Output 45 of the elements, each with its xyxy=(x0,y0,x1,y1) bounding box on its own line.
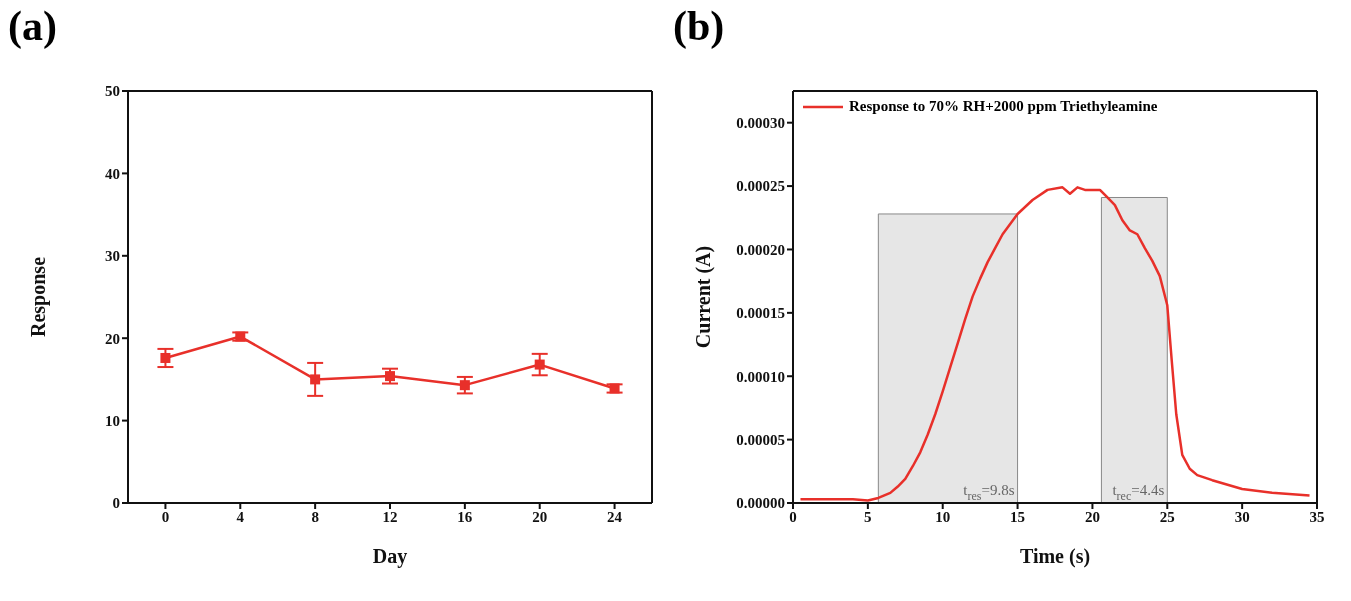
y-axis-title: Current (A) xyxy=(692,245,716,349)
y-tick-label: 0.00005 xyxy=(736,431,785,448)
x-tick-label: 12 xyxy=(382,508,398,525)
point xyxy=(609,383,620,394)
x-tick-label: 0 xyxy=(789,508,797,525)
text: (a) xyxy=(8,2,57,50)
legend-label: Response to 70% RH+2000 ppm Triethyleamine xyxy=(849,98,1158,115)
y-tick-label: 0.00020 xyxy=(736,241,785,258)
point xyxy=(310,374,321,385)
point xyxy=(160,352,171,363)
y-tick-label: 0.00030 xyxy=(736,115,785,132)
y-tick-label: 0.00025 xyxy=(736,178,785,195)
x-axis-title: Day xyxy=(372,545,408,568)
text: (b) xyxy=(673,2,725,50)
y-tick-label: 0 xyxy=(112,495,120,512)
x-tick-label: 15 xyxy=(1010,508,1026,525)
x-tick-label: 0 xyxy=(161,508,170,525)
point xyxy=(459,380,470,391)
x-tick-label: 35 xyxy=(1309,508,1325,525)
y-tick-label: 30 xyxy=(105,248,120,265)
band-label: t$_{rec}$=4.4s xyxy=(1112,482,1165,503)
x-tick-label: 8 xyxy=(311,508,319,525)
x-tick-label: 10 xyxy=(935,508,951,525)
x-tick-label: 20 xyxy=(1084,508,1100,525)
y-tick-label: 0.00015 xyxy=(736,305,785,322)
y-tick-label: 40 xyxy=(105,165,120,182)
x-axis-title: Time (s) xyxy=(1019,545,1091,568)
x-tick-label: 24 xyxy=(607,508,623,525)
point xyxy=(534,359,545,370)
y-tick-label: 0.00000 xyxy=(736,495,785,512)
point xyxy=(235,331,246,342)
x-tick-label: 16 xyxy=(457,508,473,525)
x-tick-label: 4 xyxy=(236,508,245,525)
x-tick-label: 5 xyxy=(864,508,872,525)
x-tick-label: 30 xyxy=(1234,508,1250,525)
x-tick-label: 25 xyxy=(1159,508,1175,525)
y-tick-label: 10 xyxy=(105,412,120,429)
point xyxy=(385,371,395,382)
y-axis-title: Response xyxy=(27,256,51,338)
y-tick-label: 50 xyxy=(105,83,120,100)
line-series xyxy=(799,186,1311,502)
x-tick-label: 20 xyxy=(532,508,548,525)
y-tick-label: 0.00010 xyxy=(736,368,785,385)
band-label: t$_{res}$=9.8s xyxy=(963,482,1015,503)
y-tick-label: 20 xyxy=(105,330,120,347)
